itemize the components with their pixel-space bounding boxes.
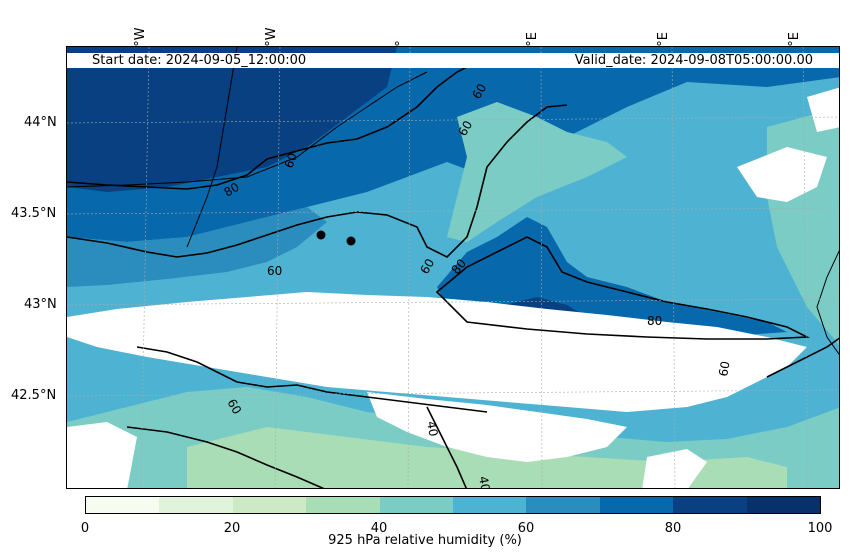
lat-label-43n: 43°N <box>24 297 57 312</box>
colorbar-tick-0: 0 <box>80 521 90 536</box>
contour-label: 60 <box>417 256 437 276</box>
gridline-lat-43n <box>67 298 839 306</box>
contour-label: 60 <box>716 360 732 377</box>
lat-label-43-5n: 43.5°N <box>11 206 57 221</box>
station-marker-1 <box>316 230 326 240</box>
station-marker-2 <box>346 236 356 246</box>
missing-data-south <box>367 392 627 462</box>
colorbar-segment <box>86 497 160 513</box>
colorbar-segment <box>379 497 454 513</box>
contour-label: 40 <box>424 420 440 437</box>
lat-label-42-5n: 42.5°N <box>11 388 57 403</box>
contour-label: 40 <box>476 475 492 489</box>
contour-40-southwest <box>126 426 325 488</box>
gridline-lon-1e <box>540 47 543 488</box>
missing-data-central <box>67 292 807 412</box>
coastline <box>67 71 428 188</box>
lat-label-44n: 44°N <box>24 115 57 130</box>
contour-label: 60 <box>455 118 475 138</box>
colorbar-segment <box>526 497 600 513</box>
gridline-lat-42-5n <box>67 389 839 397</box>
contour-60-north <box>67 104 568 258</box>
missing-data-southwest <box>67 422 137 488</box>
start-date-text: Start date: 2024-09-05_12:00:00 <box>92 53 307 68</box>
colorbar-tick-60: 60 <box>517 521 535 536</box>
contour-label: 60 <box>224 397 244 417</box>
missing-data-ne-corner <box>807 87 839 132</box>
colorbar-tick-100: 100 <box>807 521 833 536</box>
valid-date-text: Valid_date: 2024-09-08T05:00:00.00 <box>574 53 813 68</box>
colorbar <box>85 496 821 514</box>
colorbar-segment <box>673 497 747 513</box>
colorbar-segment <box>746 497 821 513</box>
gridline-lon-2w <box>140 47 150 488</box>
contour-label: 60 <box>282 151 300 170</box>
colorbar-segment <box>159 497 233 513</box>
gridline-lon-1w <box>274 47 281 488</box>
gridline-lon-0 <box>407 47 411 488</box>
date-info-bar: Start date: 2024-09-05_12:00:00 Valid_da… <box>67 53 839 68</box>
gridline-lat-44n <box>67 116 839 124</box>
colorbar-tick-80: 80 <box>664 521 682 536</box>
contour-label: 80 <box>647 314 662 328</box>
contour-80-center <box>435 236 811 340</box>
very-high-humidity-nw <box>67 47 397 192</box>
contour-label: 60 <box>469 81 489 101</box>
colorbar-segment <box>599 497 674 513</box>
contour-label: 80 <box>222 180 242 200</box>
border-line-west <box>186 47 238 248</box>
gridline-lat-43-5n <box>67 207 839 215</box>
moderate-humidity-plume <box>447 102 627 242</box>
colorbar-segment <box>232 497 307 513</box>
colorbar-tick-40: 40 <box>370 521 388 536</box>
colorbar-tick-20: 20 <box>223 521 241 536</box>
contour-80-north <box>67 61 478 190</box>
colorbar-segment <box>306 497 380 513</box>
low-humidity-south <box>187 427 787 488</box>
colorbar-segment <box>453 497 527 513</box>
humidity-map: 60 60 60 60 60 80 80 80 60 40 40 60 <box>67 47 839 489</box>
colorbar-title: 925 hPa relative humidity (%) <box>328 533 522 548</box>
gridline-lon-2e <box>671 47 676 488</box>
contour-label: 60 <box>267 264 282 278</box>
contour-40-south <box>426 406 468 488</box>
map-panel: 60 60 60 60 60 80 80 80 60 40 40 60 Star… <box>66 46 840 489</box>
contour-60-south <box>136 346 488 413</box>
humidity-band-west <box>67 207 327 287</box>
border-line-east <box>816 250 839 356</box>
gridline-lon-3e <box>802 47 809 488</box>
